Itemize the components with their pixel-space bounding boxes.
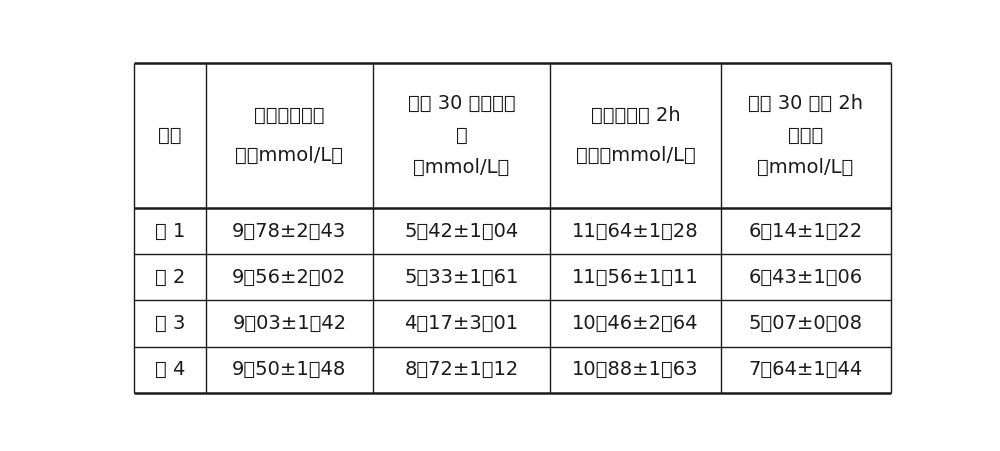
Text: 试食 30 天空腹血: 试食 30 天空腹血 bbox=[408, 94, 515, 113]
Text: 组 4: 组 4 bbox=[155, 360, 185, 379]
Text: 腹血糖: 腹血糖 bbox=[788, 126, 823, 145]
Text: 6．43±1．06: 6．43±1．06 bbox=[749, 268, 863, 287]
Text: 9．50±1．48: 9．50±1．48 bbox=[232, 360, 346, 379]
Text: 糖（mmol/L）: 糖（mmol/L） bbox=[235, 146, 343, 165]
Text: 4．17±3．01: 4．17±3．01 bbox=[404, 314, 519, 333]
Text: 组 3: 组 3 bbox=[155, 314, 185, 333]
Text: 9．56±2．02: 9．56±2．02 bbox=[232, 268, 346, 287]
Text: 7．64±1．44: 7．64±1．44 bbox=[748, 360, 863, 379]
Text: 6．14±1．22: 6．14±1．22 bbox=[748, 221, 863, 240]
Text: 10．46±2．64: 10．46±2．64 bbox=[572, 314, 699, 333]
Text: 试食前空腹血: 试食前空腹血 bbox=[254, 106, 325, 124]
Text: （mmol/L）: （mmol/L） bbox=[413, 158, 510, 177]
Text: 11．64±1．28: 11．64±1．28 bbox=[572, 221, 699, 240]
Text: 5．33±1．61: 5．33±1．61 bbox=[404, 268, 519, 287]
Text: 组 1: 组 1 bbox=[155, 221, 185, 240]
Text: 8．72±1．12: 8．72±1．12 bbox=[404, 360, 519, 379]
Text: 9．03±1．42: 9．03±1．42 bbox=[232, 314, 346, 333]
Text: 试食前餐后 2h: 试食前餐后 2h bbox=[591, 106, 680, 124]
Text: 5．42±1．04: 5．42±1．04 bbox=[404, 221, 519, 240]
Text: 组别: 组别 bbox=[158, 126, 182, 145]
Text: 10．88±1．63: 10．88±1．63 bbox=[572, 360, 699, 379]
Text: 5．07±0．08: 5．07±0．08 bbox=[749, 314, 863, 333]
Text: （mmol/L）: （mmol/L） bbox=[757, 158, 854, 177]
Text: 9．78±2．43: 9．78±2．43 bbox=[232, 221, 346, 240]
Text: 血糖（mmol/L）: 血糖（mmol/L） bbox=[576, 146, 695, 165]
Text: 11．56±1．11: 11．56±1．11 bbox=[572, 268, 699, 287]
Text: 糖: 糖 bbox=[456, 126, 467, 145]
Text: 试食 30 天餐 2h: 试食 30 天餐 2h bbox=[748, 94, 863, 113]
Text: 组 2: 组 2 bbox=[155, 268, 185, 287]
